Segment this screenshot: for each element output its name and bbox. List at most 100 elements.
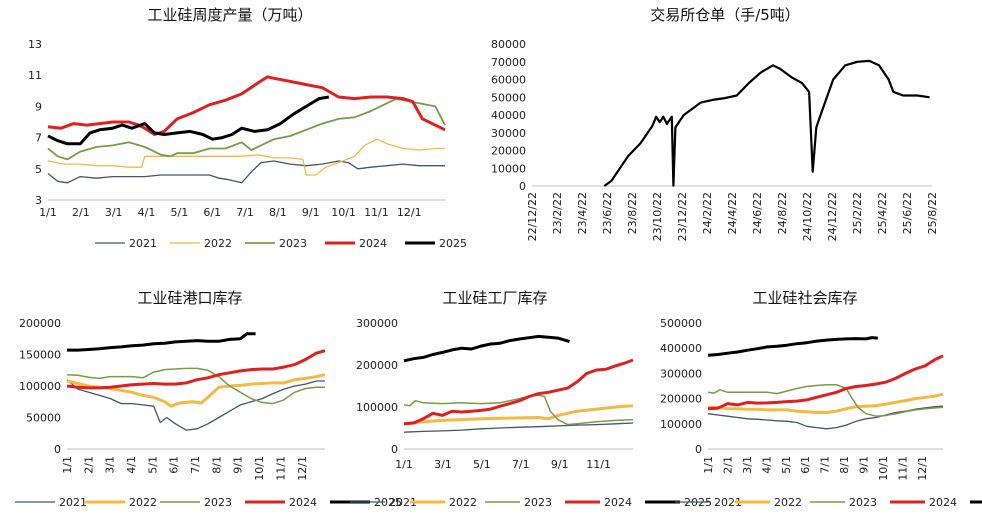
- legend-label-2022: 2022: [129, 496, 157, 509]
- chart-title: 工业硅社会库存: [752, 289, 857, 307]
- y-tick-label: 80000: [491, 38, 526, 51]
- x-tick-label: 10/1: [253, 456, 266, 481]
- x-tick-label: 22/12/22: [526, 192, 539, 241]
- chart-title: 工业硅工厂库存: [442, 289, 547, 307]
- series-line-2024: [403, 358, 634, 426]
- x-tick-label: 24/12/22: [826, 192, 839, 241]
- x-tick-label: 4/1: [760, 456, 773, 474]
- x-tick-label: 1/1: [61, 456, 74, 474]
- y-tick-label: 200000: [660, 393, 702, 406]
- y-tick-label: 11: [28, 69, 42, 82]
- y-tick-label: 5: [35, 163, 42, 176]
- y-tick-label: 0: [54, 443, 61, 456]
- y-tick-label: 0: [391, 443, 398, 456]
- x-tick-label: 11/1: [896, 456, 909, 481]
- x-tick-label: 12/1: [916, 456, 929, 481]
- y-tick-label: 150000: [19, 349, 61, 362]
- y-tick-label: 300000: [356, 317, 398, 330]
- x-tick-label: 5/1: [171, 206, 189, 219]
- series-line-2021: [66, 379, 325, 431]
- x-tick-label: 1/1: [395, 458, 413, 471]
- x-tick-label: 24/6/22: [751, 192, 764, 234]
- chart-exchange_warrants: 交易所仓单（手/5吨） 80000 70000 60000 50000 40000 3000…: [491, 6, 939, 241]
- x-tick-label: 6/1: [799, 456, 812, 474]
- x-tick-label: 25/6/22: [901, 192, 914, 234]
- legend-label-2023: 2023: [204, 496, 232, 509]
- chart-social_inventory: 工业硅社会库存 500000 400000 300000 200000 100000 01/…: [660, 289, 982, 509]
- x-tick-label: 10/1: [331, 206, 356, 219]
- y-tick-label: 10000: [491, 162, 526, 175]
- series-line-2024: [707, 354, 944, 411]
- legend-label-2022: 2022: [204, 237, 232, 250]
- x-tick-label: 23/2/22: [551, 192, 564, 234]
- series-line-2022: [66, 373, 326, 408]
- y-tick-label: 20000: [491, 145, 526, 158]
- x-tick-label: 7/1: [819, 456, 832, 474]
- legend-label-2023: 2023: [524, 496, 552, 509]
- x-tick-label: 2/1: [72, 206, 90, 219]
- series-line-2025: [403, 334, 570, 363]
- series-line-2023: [707, 383, 944, 417]
- x-tick-label: 24/4/22: [726, 192, 739, 234]
- x-tick-label: 9/1: [232, 456, 245, 474]
- y-tick-label: 100000: [356, 401, 398, 414]
- x-tick-label: 24/10/22: [801, 192, 814, 241]
- y-tick-label: 30000: [491, 127, 526, 140]
- legend-label-2025: 2025: [374, 496, 402, 509]
- x-tick-label: 1/1: [39, 206, 57, 219]
- x-tick-label: 5/1: [146, 456, 159, 474]
- series-line-2023: [66, 367, 325, 405]
- y-tick-label: 50000: [491, 91, 526, 104]
- x-tick-label: 6/1: [203, 206, 221, 219]
- x-tick-label: 23/6/22: [601, 192, 614, 234]
- x-tick-label: 11/1: [364, 206, 389, 219]
- x-tick-label: 3/1: [105, 206, 123, 219]
- x-tick-label: 9/1: [858, 456, 871, 474]
- y-tick-label: 70000: [491, 56, 526, 69]
- y-tick-label: 100000: [19, 380, 61, 393]
- legend-label-2023: 2023: [279, 237, 307, 250]
- x-tick-label: 25/4/22: [876, 192, 889, 234]
- legend-label-2024: 2024: [289, 496, 317, 509]
- x-tick-label: 4/1: [125, 456, 138, 474]
- x-tick-label: 12/1: [397, 206, 422, 219]
- x-tick-label: 24/2/22: [701, 192, 714, 234]
- x-tick-label: 8/1: [210, 456, 223, 474]
- y-tick-label: 9: [35, 100, 42, 113]
- legend-label-2021: 2021: [714, 496, 742, 509]
- legend-label-2025: 2025: [439, 237, 467, 250]
- series-line-2024: [66, 349, 326, 390]
- y-tick-label: 500000: [660, 317, 702, 330]
- chart-weekly_output: 工业硅周度产量（万吨） 13 11 9 7 5 31/1 2/1 3/1 4/1 5/1 6/1 7/1…: [28, 6, 467, 250]
- series-line-2024: [47, 75, 446, 136]
- y-tick-label: 3: [35, 194, 42, 207]
- x-tick-label: 4/1: [138, 206, 156, 219]
- series-line-2022: [403, 404, 634, 426]
- series-line-2021: [47, 160, 445, 184]
- legend-label-2024: 2024: [929, 496, 957, 509]
- y-tick-label: 300000: [660, 367, 702, 380]
- series-line-2022: [708, 392, 944, 414]
- x-tick-label: 25/2/22: [851, 192, 864, 234]
- legend-label-2022: 2022: [774, 496, 802, 509]
- y-tick-label: 7: [35, 132, 42, 145]
- legend-label-2021: 2021: [389, 496, 417, 509]
- x-tick-label: 10/1: [877, 456, 890, 481]
- x-tick-label: 7/1: [189, 456, 202, 474]
- y-tick-label: 200000: [356, 359, 398, 372]
- y-tick-label: 200000: [19, 317, 61, 330]
- legend-label-2021: 2021: [129, 237, 157, 250]
- y-tick-label: 60000: [491, 74, 526, 87]
- x-tick-label: 3/1: [104, 456, 117, 474]
- x-tick-label: 12/1: [296, 456, 309, 481]
- x-tick-label: 3/1: [434, 458, 452, 471]
- x-tick-label: 8/1: [269, 206, 287, 219]
- legend-label-2022: 2022: [449, 496, 477, 509]
- series-line-2025: [47, 95, 330, 146]
- x-tick-label: 6/1: [168, 456, 181, 474]
- x-tick-label: 3/1: [741, 456, 754, 474]
- x-tick-label: 5/1: [473, 458, 491, 471]
